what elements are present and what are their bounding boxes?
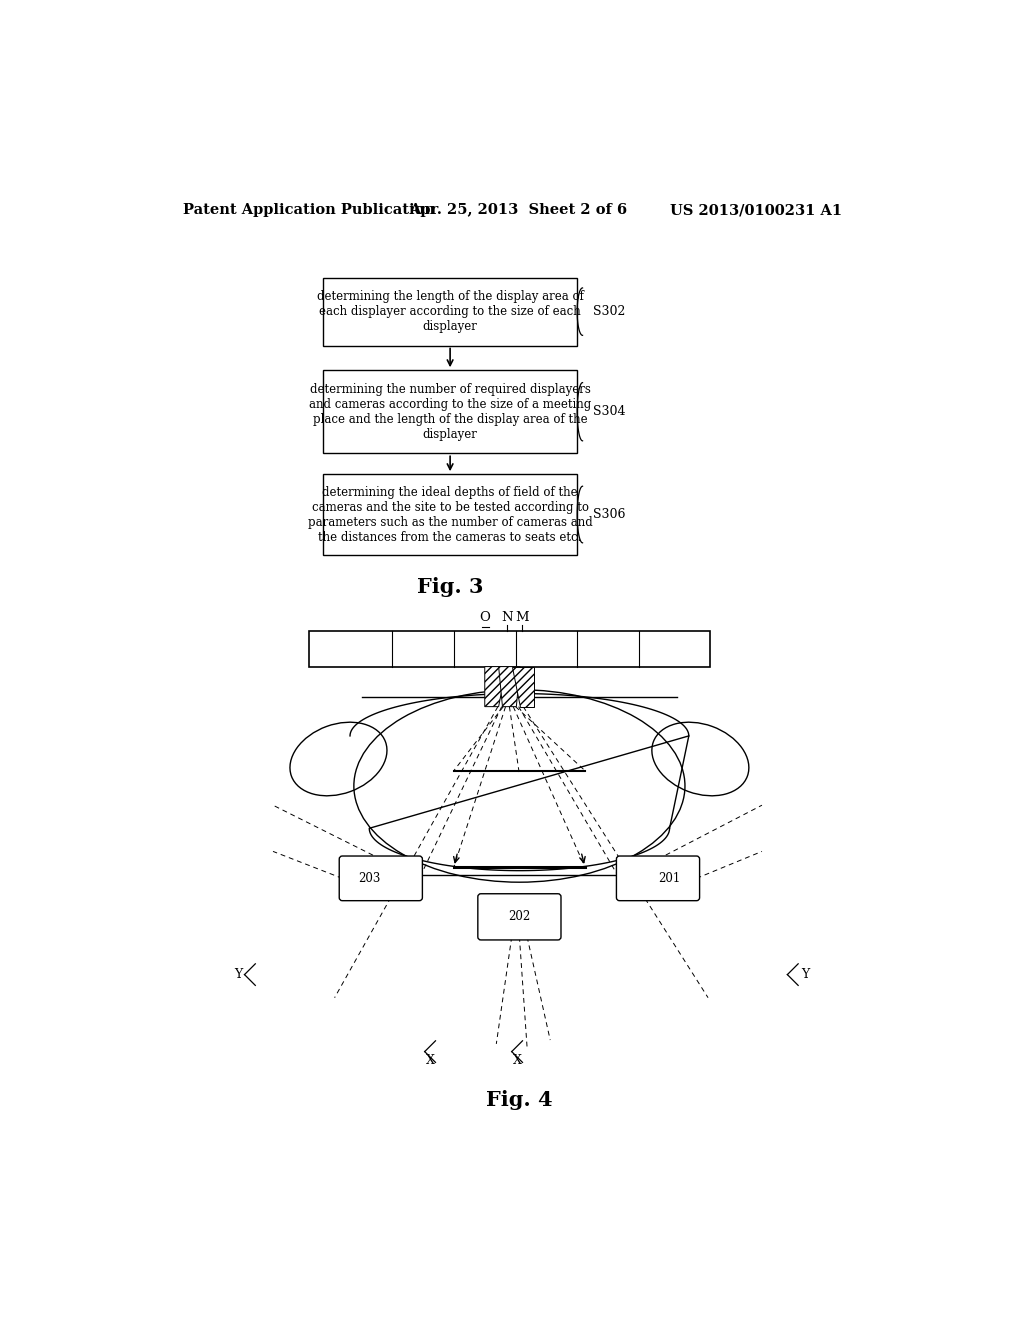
Bar: [323, 277, 578, 346]
Text: 201: 201: [658, 871, 681, 884]
Text: US 2013/0100231 A1: US 2013/0100231 A1: [670, 203, 842, 216]
Text: S306: S306: [593, 508, 625, 521]
Text: O: O: [479, 611, 490, 624]
Text: 203: 203: [358, 871, 381, 884]
Text: 202: 202: [508, 911, 530, 924]
Bar: [309, 631, 710, 667]
Polygon shape: [499, 667, 520, 706]
Polygon shape: [512, 667, 535, 706]
Text: X: X: [513, 1053, 521, 1067]
FancyBboxPatch shape: [478, 894, 561, 940]
Text: Fig. 4: Fig. 4: [486, 1090, 553, 1110]
Text: N: N: [502, 611, 513, 624]
Text: determining the number of required displayers
and cameras according to the size : determining the number of required displ…: [309, 383, 591, 441]
Text: S302: S302: [593, 305, 625, 318]
Polygon shape: [484, 667, 506, 706]
Text: Patent Application Publication: Patent Application Publication: [183, 203, 435, 216]
Text: Apr. 25, 2013  Sheet 2 of 6: Apr. 25, 2013 Sheet 2 of 6: [410, 203, 628, 216]
Text: X: X: [426, 1053, 434, 1067]
Bar: [323, 474, 578, 554]
Bar: [323, 370, 578, 453]
Text: determining the length of the display area of
each displayer according to the si: determining the length of the display ar…: [316, 290, 584, 333]
Text: M: M: [516, 611, 529, 624]
Text: determining the ideal depths of field of the
cameras and the site to be tested a: determining the ideal depths of field of…: [308, 486, 593, 544]
FancyBboxPatch shape: [339, 857, 422, 900]
Text: S304: S304: [593, 405, 625, 418]
FancyBboxPatch shape: [616, 857, 699, 900]
Text: Y: Y: [801, 968, 810, 981]
Text: Y: Y: [233, 968, 243, 981]
Text: Fig. 3: Fig. 3: [417, 577, 483, 597]
